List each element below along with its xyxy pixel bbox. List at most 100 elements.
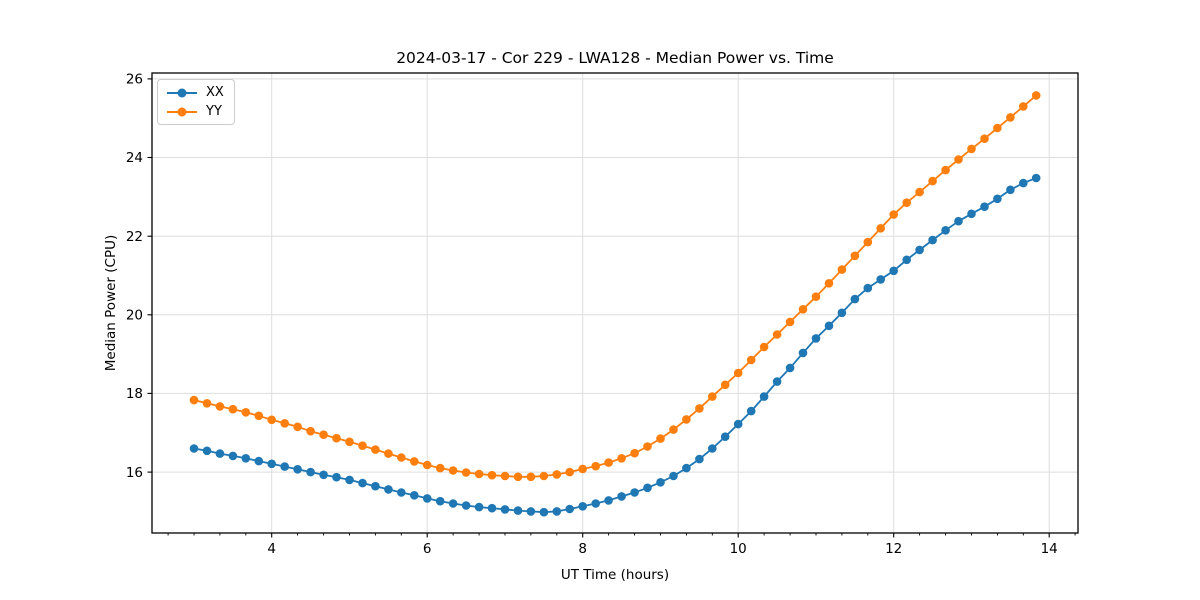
series-marker-yy — [617, 454, 626, 463]
series-marker-xx — [682, 463, 691, 473]
series-marker-yy — [1006, 113, 1015, 122]
series-marker-yy — [410, 457, 419, 466]
series-marker-yy — [332, 433, 341, 443]
series-marker-yy — [863, 237, 873, 247]
series-marker-yy — [772, 330, 782, 339]
series-marker-yy — [1031, 91, 1041, 100]
series-marker-xx — [967, 209, 976, 219]
series-marker-xx — [733, 419, 743, 429]
series-marker-yy — [941, 165, 950, 175]
series-marker-yy — [798, 305, 808, 314]
series-marker-yy — [591, 461, 600, 471]
series-marker-yy — [967, 144, 976, 154]
x-axis-label: UT Time (hours) — [560, 567, 670, 583]
series-marker-yy — [837, 265, 847, 274]
series-marker-xx — [397, 488, 406, 497]
series-marker-xx — [241, 454, 251, 463]
series-marker-xx — [539, 507, 549, 517]
series-marker-xx — [410, 491, 419, 500]
series-marker-xx — [798, 348, 808, 358]
series-marker-yy — [513, 472, 523, 482]
series-marker-xx — [345, 475, 354, 485]
series-marker-xx — [215, 449, 225, 458]
series-marker-xx — [448, 499, 458, 508]
series-marker-xx — [189, 444, 199, 453]
series-marker-yy — [759, 342, 769, 352]
y-tick-label: 26 — [126, 72, 143, 88]
series-marker-xx — [656, 478, 665, 487]
series-marker-yy — [682, 415, 691, 424]
series-marker-xx — [293, 465, 302, 474]
series-marker-yy — [267, 415, 277, 425]
series-marker-yy — [720, 380, 730, 390]
legend-swatch-yy-icon — [167, 107, 197, 116]
series-marker-yy — [319, 430, 328, 440]
series-marker-yy — [1019, 102, 1028, 111]
series-marker-xx — [487, 503, 497, 513]
legend-label-xx: XX — [206, 85, 224, 100]
series-marker-xx — [785, 363, 795, 373]
series-marker-yy — [876, 224, 885, 233]
series-marker-xx — [604, 496, 613, 505]
series-marker-xx — [669, 471, 678, 481]
series-marker-yy — [643, 442, 652, 451]
series-marker-yy — [254, 411, 264, 421]
series-marker-xx — [837, 308, 847, 318]
series-marker-xx — [980, 202, 989, 211]
legend-marker — [177, 88, 187, 97]
legend: XX YY — [157, 79, 235, 125]
series-marker-yy — [565, 467, 574, 477]
series-marker-xx — [280, 462, 290, 471]
y-tick-label: 20 — [126, 308, 143, 324]
series-marker-xx — [720, 432, 730, 442]
series-marker-xx — [435, 496, 445, 506]
series-marker-yy — [461, 468, 471, 477]
series-marker-xx — [332, 472, 341, 482]
y-tick-label: 24 — [126, 150, 143, 166]
series-marker-yy — [241, 408, 251, 417]
series-marker-yy — [630, 448, 639, 458]
series-marker-xx — [1006, 185, 1015, 195]
series-marker-yy — [669, 425, 678, 434]
legend-swatch-xx-icon — [167, 88, 197, 97]
x-tick-label: 12 — [885, 541, 902, 557]
series-marker-xx — [371, 481, 380, 491]
series-marker-yy — [578, 464, 587, 474]
series-marker-yy — [708, 392, 717, 401]
series-marker-xx — [422, 494, 432, 503]
series-marker-xx — [695, 454, 704, 464]
series-marker-xx — [358, 478, 367, 488]
series-marker-xx — [591, 499, 600, 508]
series-marker-yy — [915, 187, 924, 197]
y-axis-label: Median Power (CPU) — [103, 234, 119, 372]
series-marker-yy — [656, 434, 665, 443]
series-marker-xx — [384, 485, 393, 494]
series-marker-yy — [785, 317, 795, 327]
series-marker-yy — [539, 471, 549, 481]
legend-entry-xx: XX — [166, 85, 224, 100]
series-marker-yy — [397, 453, 406, 462]
series-marker-yy — [695, 404, 704, 413]
series-marker-xx — [863, 283, 873, 293]
legend-marker — [177, 107, 187, 116]
x-tick-label: 8 — [578, 541, 587, 557]
series-marker-xx — [708, 444, 717, 453]
series-marker-yy — [733, 368, 743, 378]
series-marker-xx — [902, 255, 911, 265]
series-marker-xx — [1031, 173, 1041, 183]
series-marker-yy — [306, 426, 315, 436]
series-marker-xx — [254, 456, 264, 466]
series-marker-xx — [915, 245, 924, 255]
series-marker-yy — [526, 472, 536, 482]
series-marker-yy — [954, 155, 963, 164]
series-marker-yy — [202, 399, 212, 408]
series-marker-xx — [876, 275, 885, 284]
series-marker-xx — [306, 467, 315, 477]
series-marker-yy — [824, 279, 834, 288]
series-marker-yy — [189, 395, 199, 405]
series-marker-xx — [617, 492, 626, 501]
series-marker-xx — [889, 266, 898, 276]
series-marker-yy — [280, 419, 290, 428]
series-marker-xx — [759, 392, 769, 401]
